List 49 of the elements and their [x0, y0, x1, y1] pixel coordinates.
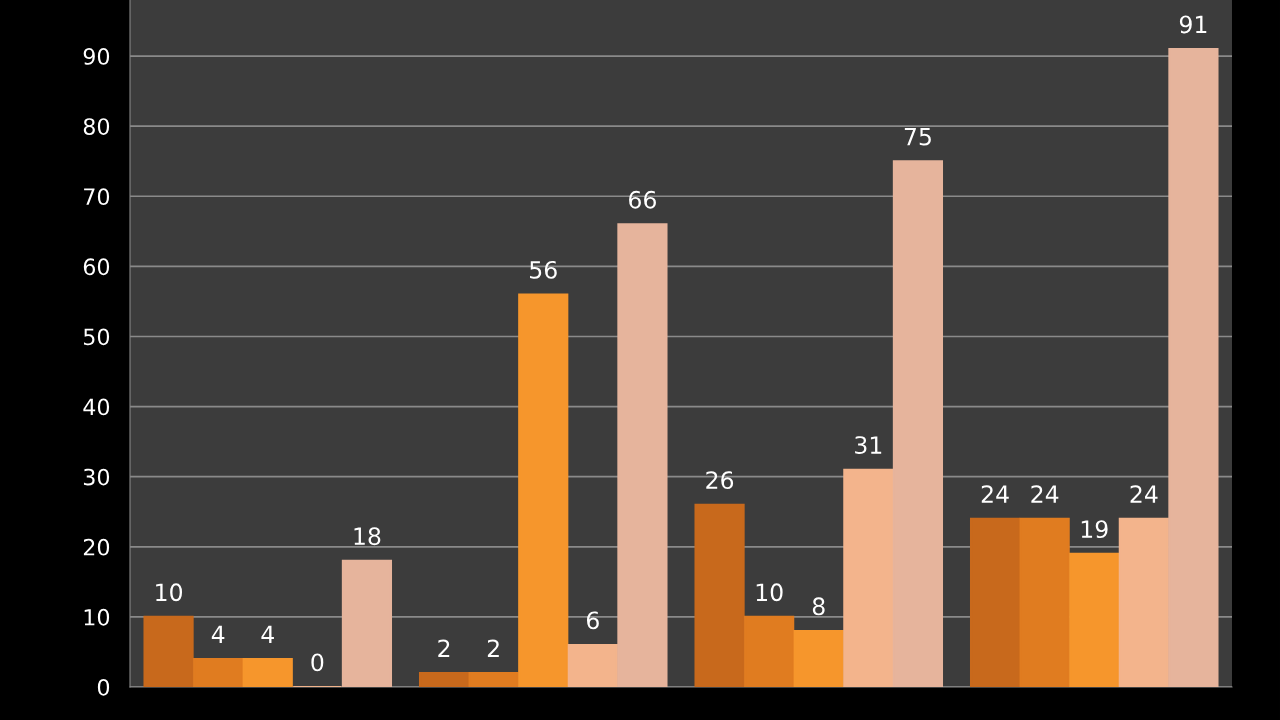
bar [143, 615, 194, 687]
data-label: 4 [261, 625, 274, 643]
bar [969, 517, 1021, 687]
data-label: 91 [1179, 15, 1207, 34]
data-label: 31 [855, 436, 882, 454]
data-label: 0 [311, 653, 324, 672]
bar [567, 643, 618, 687]
y-tick-label: 90 [83, 48, 110, 65]
bar [468, 671, 519, 687]
bar [418, 671, 470, 687]
data-label: 75 [904, 128, 931, 146]
bar [242, 657, 293, 687]
data-label: 8 [812, 597, 825, 616]
data-label: 2 [438, 639, 450, 657]
data-label: 18 [354, 527, 381, 546]
bar [793, 629, 844, 687]
bar [1069, 552, 1120, 687]
data-label: 19 [1081, 520, 1108, 539]
data-label: 56 [530, 260, 557, 279]
y-tick-label: 30 [83, 468, 110, 486]
bar [193, 657, 244, 687]
data-label: 2 [487, 639, 499, 657]
y-tick-label: 80 [83, 118, 110, 135]
data-label: 4 [211, 625, 225, 643]
y-tick-label: 0 [97, 678, 110, 696]
bar [843, 468, 894, 687]
y-tick-label: 70 [84, 188, 110, 206]
y-tick-label: 50 [83, 328, 110, 346]
bar [744, 615, 795, 687]
data-label: 10 [156, 583, 183, 602]
data-label: 66 [629, 190, 656, 209]
data-label: 10 [756, 583, 783, 602]
y-tick-label: 10 [84, 608, 110, 626]
bar [617, 223, 668, 687]
bar [1168, 48, 1219, 687]
bar [518, 293, 569, 687]
bar [1019, 517, 1070, 687]
data-label: 6 [586, 611, 599, 630]
bar [694, 503, 745, 687]
data-label: 24 [981, 485, 1009, 503]
y-tick-label: 40 [83, 398, 110, 416]
data-label: 24 [1130, 485, 1158, 503]
bar [892, 160, 944, 687]
y-tick-label: 60 [83, 258, 110, 276]
bar [1118, 517, 1169, 687]
y-tick-label: 20 [83, 538, 110, 556]
data-label: 24 [1031, 485, 1059, 503]
bar [341, 559, 393, 687]
data-label: 26 [706, 471, 734, 490]
